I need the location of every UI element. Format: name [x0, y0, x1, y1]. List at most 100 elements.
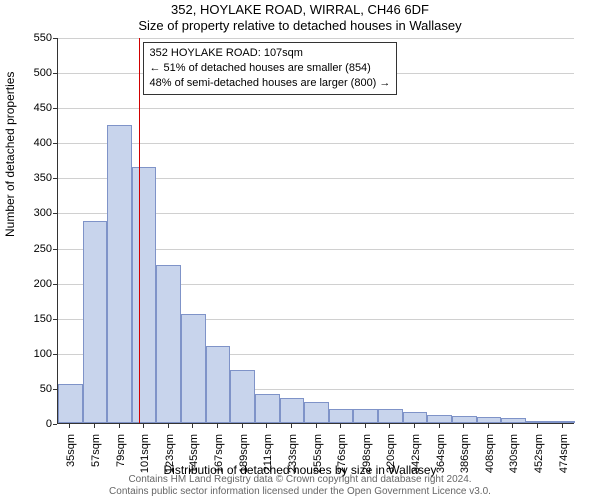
x-tick-label: 167sqm: [213, 434, 225, 474]
histogram-bar: [304, 402, 329, 423]
histogram-bar: [477, 417, 502, 423]
x-tick-label: 320sqm: [385, 434, 397, 474]
x-tick: [414, 424, 415, 428]
y-tick: [53, 354, 57, 355]
x-tick: [512, 424, 513, 428]
annotation-box: 352 HOYLAKE ROAD: 107sqm← 51% of detache…: [143, 42, 398, 95]
footer-attribution: Contains HM Land Registry data © Crown c…: [0, 474, 600, 498]
x-tick: [242, 424, 243, 428]
y-axis-label: Number of detached properties: [3, 72, 17, 237]
y-tick-label: 300: [22, 207, 52, 219]
y-tick-label: 150: [22, 313, 52, 325]
x-tick-label: 430sqm: [508, 434, 520, 474]
y-tick: [53, 108, 57, 109]
property-marker-line: [139, 38, 140, 423]
x-tick-label: 211sqm: [262, 434, 274, 474]
x-tick-label: 364sqm: [435, 434, 447, 474]
x-tick: [217, 424, 218, 428]
chart-plot-area: 352 HOYLAKE ROAD: 107sqm← 51% of detache…: [57, 38, 574, 424]
histogram-bar: [329, 409, 354, 423]
x-tick-label: 233sqm: [287, 434, 299, 474]
x-tick-label: 342sqm: [410, 434, 422, 474]
x-tick: [69, 424, 70, 428]
y-tick-label: 0: [22, 418, 52, 430]
y-tick: [53, 143, 57, 144]
y-tick-label: 500: [22, 67, 52, 79]
footer-line-2: Contains public sector information licen…: [0, 486, 600, 498]
y-tick-label: 400: [22, 137, 52, 149]
histogram-bar: [550, 421, 575, 423]
histogram-bar: [58, 384, 83, 423]
x-tick: [168, 424, 169, 428]
annotation-line: 48% of semi-detached houses are larger (…: [150, 76, 391, 91]
histogram-bar: [452, 416, 477, 423]
y-tick-label: 350: [22, 172, 52, 184]
histogram-bar: [427, 415, 452, 423]
title-sub: Size of property relative to detached ho…: [0, 18, 600, 33]
y-tick: [53, 73, 57, 74]
x-tick: [389, 424, 390, 428]
title-main: 352, HOYLAKE ROAD, WIRRAL, CH46 6DF: [0, 2, 600, 17]
histogram-bar: [181, 314, 206, 423]
x-tick: [119, 424, 120, 428]
x-tick-label: 298sqm: [361, 434, 373, 474]
x-tick: [365, 424, 366, 428]
histogram-bar: [156, 265, 181, 423]
x-tick-label: 386sqm: [459, 434, 471, 474]
gridline: [58, 108, 574, 109]
x-tick-label: 474sqm: [558, 434, 570, 474]
y-tick-label: 550: [22, 32, 52, 44]
x-tick: [562, 424, 563, 428]
y-tick: [53, 178, 57, 179]
y-tick-label: 450: [22, 102, 52, 114]
x-tick-label: 452sqm: [533, 434, 545, 474]
x-tick-label: 35sqm: [65, 434, 77, 474]
histogram-bar: [230, 370, 255, 423]
x-tick-label: 123sqm: [164, 434, 176, 474]
x-tick: [537, 424, 538, 428]
x-tick: [439, 424, 440, 428]
x-tick: [488, 424, 489, 428]
x-tick: [316, 424, 317, 428]
histogram-bar: [353, 409, 378, 423]
annotation-line: ← 51% of detached houses are smaller (85…: [150, 61, 391, 76]
y-tick-label: 200: [22, 278, 52, 290]
x-tick-label: 57sqm: [90, 434, 102, 474]
x-tick-label: 408sqm: [484, 434, 496, 474]
x-tick-label: 255sqm: [312, 434, 324, 474]
y-tick: [53, 38, 57, 39]
y-tick: [53, 249, 57, 250]
y-tick: [53, 284, 57, 285]
y-tick: [53, 319, 57, 320]
y-tick: [53, 424, 57, 425]
histogram-bar: [378, 409, 403, 423]
histogram-bar: [501, 418, 526, 423]
histogram-bar: [255, 394, 280, 423]
x-tick: [291, 424, 292, 428]
histogram-bar: [280, 398, 305, 423]
y-tick-label: 50: [22, 383, 52, 395]
y-tick-label: 100: [22, 348, 52, 360]
histogram-bar: [83, 221, 108, 423]
histogram-bar: [107, 125, 132, 423]
y-tick-label: 250: [22, 243, 52, 255]
x-tick-label: 101sqm: [139, 434, 151, 474]
histogram-bar: [206, 346, 231, 423]
x-tick: [192, 424, 193, 428]
x-tick: [94, 424, 95, 428]
title-block: 352, HOYLAKE ROAD, WIRRAL, CH46 6DF Size…: [0, 0, 600, 33]
annotation-line: 352 HOYLAKE ROAD: 107sqm: [150, 46, 391, 61]
x-tick-label: 276sqm: [336, 434, 348, 474]
x-tick: [340, 424, 341, 428]
y-tick: [53, 213, 57, 214]
x-tick: [463, 424, 464, 428]
histogram-bar: [403, 412, 428, 423]
histogram-bar: [132, 167, 157, 423]
x-tick: [266, 424, 267, 428]
x-tick-label: 189sqm: [238, 434, 250, 474]
y-tick: [53, 389, 57, 390]
gridline: [58, 38, 574, 39]
histogram-bar: [526, 421, 551, 423]
x-tick-label: 79sqm: [115, 434, 127, 474]
x-tick: [143, 424, 144, 428]
